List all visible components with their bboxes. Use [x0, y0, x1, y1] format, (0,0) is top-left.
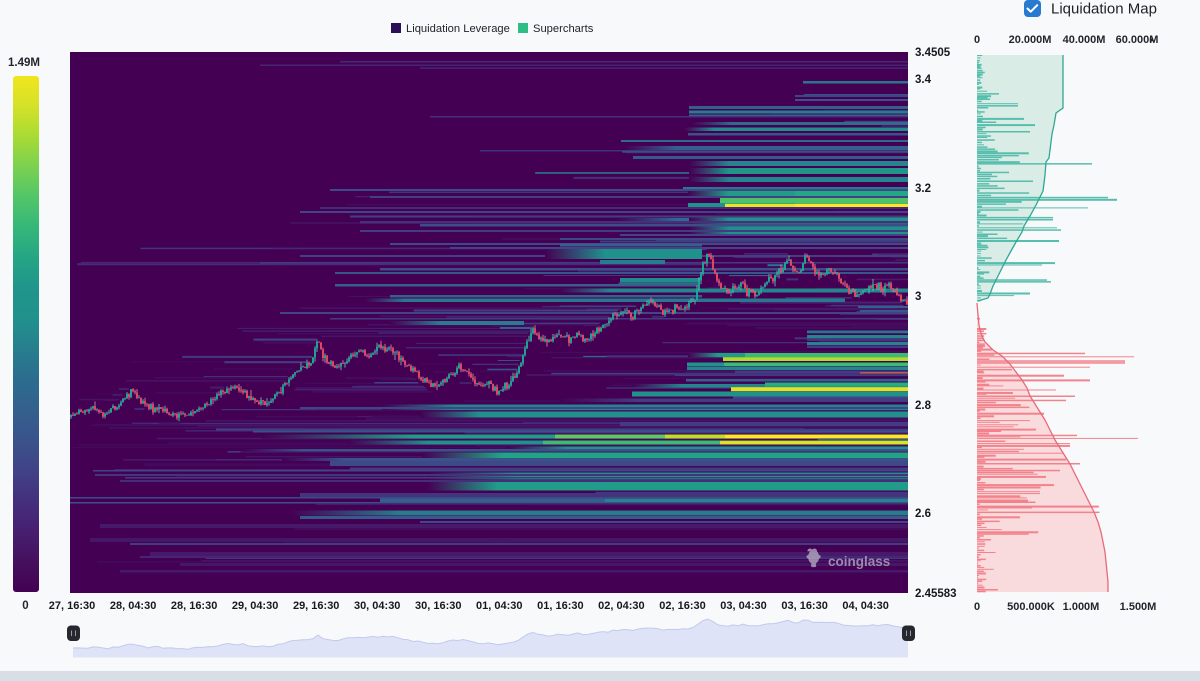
svg-text:coinglass: coinglass	[828, 554, 890, 569]
